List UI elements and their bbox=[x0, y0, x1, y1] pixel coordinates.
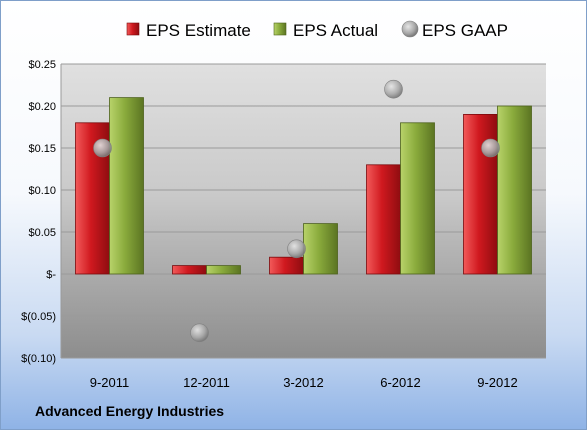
bar-eps-estimate bbox=[463, 114, 498, 275]
x-tick-label: 9-2012 bbox=[477, 375, 517, 390]
legend-label: EPS Estimate bbox=[146, 21, 251, 40]
y-tick-label: $0.15 bbox=[28, 143, 56, 155]
legend-swatch-eps-actual bbox=[273, 22, 287, 36]
bar-eps-actual bbox=[400, 122, 435, 275]
legend-label: EPS Actual bbox=[293, 21, 378, 40]
legend: EPS Estimate EPS Actual EPS GAAP bbox=[126, 20, 508, 40]
x-tick-label: 3-2012 bbox=[283, 375, 323, 390]
legend-swatch-eps-estimate bbox=[126, 22, 140, 36]
bar-eps-actual bbox=[303, 223, 338, 275]
y-tick-label: $(0.10) bbox=[21, 353, 56, 365]
y-tick-label: $0.10 bbox=[28, 185, 56, 197]
marker-eps-gaap bbox=[481, 138, 500, 158]
bar-eps-estimate bbox=[172, 265, 207, 275]
x-axis-ticks: 9-2011 12-2011 3-2012 6-2012 9-2012 bbox=[90, 375, 518, 390]
bars bbox=[75, 97, 532, 275]
bar-eps-estimate bbox=[269, 256, 304, 275]
y-tick-label: $(0.05) bbox=[21, 311, 56, 323]
marker-eps-gaap bbox=[287, 239, 306, 259]
marker-eps-gaap bbox=[93, 138, 112, 158]
marker-eps-gaap bbox=[190, 323, 209, 343]
bar-eps-actual bbox=[109, 97, 144, 275]
x-tick-label: 12-2011 bbox=[183, 375, 230, 390]
bar-eps-actual bbox=[497, 105, 532, 275]
company-name: Advanced Energy Industries bbox=[35, 403, 225, 419]
bar-eps-actual bbox=[206, 265, 241, 275]
y-tick-label: $0.05 bbox=[28, 227, 56, 239]
marker-eps-gaap bbox=[384, 79, 403, 99]
y-tick-label: $0.20 bbox=[28, 101, 56, 113]
gaap-markers bbox=[93, 79, 500, 343]
x-tick-label: 9-2011 bbox=[90, 375, 130, 390]
x-tick-label: 6-2012 bbox=[380, 375, 420, 390]
legend-label: EPS GAAP bbox=[422, 21, 508, 40]
legend-marker-eps-gaap bbox=[401, 20, 419, 38]
y-tick-label: $0.25 bbox=[28, 59, 56, 71]
y-tick-label: $- bbox=[46, 269, 56, 281]
y-axis-ticks: $0.25 $0.20 $0.15 $0.10 $0.05 $- $(0.05) $(0.10… bbox=[21, 59, 56, 365]
bar-eps-estimate bbox=[366, 164, 401, 275]
